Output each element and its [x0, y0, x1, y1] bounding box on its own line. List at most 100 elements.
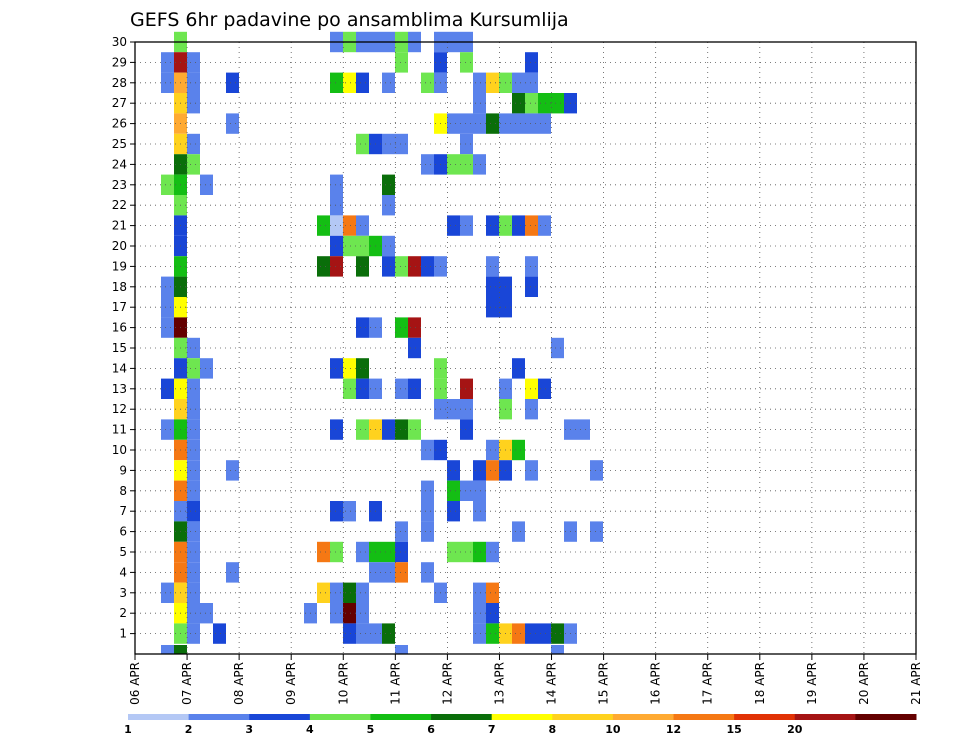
colorbar-swatch: [491, 714, 553, 720]
heatmap-cell: [187, 603, 200, 624]
heatmap-cell: [330, 419, 343, 440]
heatmap-cell: [473, 113, 486, 134]
heatmap-cell: [473, 582, 486, 603]
y-tick-label: 28: [112, 76, 127, 90]
y-tick-label: 3: [119, 586, 127, 600]
heatmap-cell: [200, 603, 213, 624]
heatmap-cell: [395, 419, 408, 440]
y-tick-label: 21: [112, 219, 127, 233]
heatmap-cell: [538, 215, 551, 236]
heatmap-cell: [512, 521, 525, 542]
heatmap-cell: [525, 460, 538, 481]
x-axis-ticks: 06 APR 07 APR 08 APR 09 APR 10 APR 11 APR 12 A…: [128, 654, 923, 705]
heatmap-cell: [512, 215, 525, 236]
heatmap-cell: [330, 603, 343, 624]
colorbar-label: 20: [787, 723, 803, 736]
heatmap-cell: [187, 133, 200, 155]
y-tick-label: 18: [112, 280, 127, 294]
heatmap-cell: [408, 256, 421, 277]
colorbar-label: 10: [605, 723, 621, 736]
y-tick-label: 9: [119, 463, 127, 477]
x-tick-label: 15 APR: [597, 662, 611, 705]
colorbar-swatch: [552, 714, 614, 720]
heatmap-cell: [356, 378, 369, 399]
heatmap-cell: [317, 256, 330, 277]
heatmap-cell: [317, 215, 330, 236]
heatmap-cell: [187, 582, 200, 603]
heatmap-cell: [473, 501, 486, 522]
heatmap-cell: [161, 317, 174, 338]
heatmap-cell: [382, 133, 395, 155]
heatmap-cell: [382, 72, 395, 93]
heatmap-cell: [525, 72, 538, 93]
heatmap-cell: [356, 603, 369, 624]
colorbar-swatch: [128, 714, 190, 720]
heatmap-cell: [161, 72, 174, 93]
heatmap-cell: [473, 480, 486, 501]
heatmap-cell: [382, 623, 395, 644]
heatmap-cell: [330, 256, 343, 277]
heatmap-cell: [551, 337, 564, 359]
y-tick-label: 10: [112, 443, 127, 457]
heatmap-cell: [525, 399, 538, 420]
heatmap-cell: [460, 52, 473, 73]
heatmap-cell: [421, 521, 434, 542]
heatmap-cell: [577, 419, 590, 440]
heatmap-cell: [447, 460, 460, 481]
heatmap-cell: [486, 439, 499, 461]
heatmap-cell: [187, 72, 200, 93]
heatmap-cell: [330, 195, 343, 216]
colorbar-label: 4: [306, 723, 314, 736]
heatmap-cell: [382, 235, 395, 257]
heatmap-cell: [447, 399, 460, 420]
heatmap-cell: [395, 378, 408, 399]
heatmap-cell: [486, 582, 499, 603]
heatmap-cell: [317, 541, 330, 563]
colorbar-label: 6: [427, 723, 435, 736]
x-tick-label: 10 APR: [336, 662, 350, 705]
heatmap-cell: [187, 93, 200, 114]
heatmap-cell: [187, 480, 200, 501]
heatmap-cell: [187, 460, 200, 481]
colorbar-swatch: [188, 714, 250, 720]
y-tick-label: 30: [112, 35, 127, 49]
colorbar-label: 1: [124, 723, 132, 736]
y-tick-label: 24: [112, 157, 127, 171]
heatmap-cell: [161, 419, 174, 440]
heatmap-cell: [187, 439, 200, 461]
colorbar-label: 3: [245, 723, 253, 736]
heatmap-cell: [343, 501, 356, 522]
heatmap-cell: [408, 378, 421, 399]
grid-lines: [135, 41, 916, 654]
heatmap-cell: [382, 419, 395, 440]
heatmap-cell: [473, 541, 486, 563]
heatmap-cell: [512, 623, 525, 644]
x-tick-label: 11 APR: [388, 662, 402, 705]
heatmap-cell: [187, 623, 200, 644]
heatmap-cell: [382, 562, 395, 583]
heatmap-cell: [395, 541, 408, 563]
heatmap-cell: [382, 541, 395, 563]
heatmap-cell: [317, 582, 330, 603]
heatmap-cell: [343, 215, 356, 236]
heatmap-cell: [161, 52, 174, 73]
heatmap-cell: [395, 256, 408, 277]
heatmap-cell: [538, 93, 551, 114]
heatmap-cell: [512, 439, 525, 461]
heatmap-cell: [382, 195, 395, 216]
heatmap-cell: [447, 215, 460, 236]
heatmap-cell: [174, 645, 187, 654]
heatmap-cell: [356, 256, 369, 277]
heatmap-cell: [343, 603, 356, 624]
colorbar-label: 12: [666, 723, 681, 736]
heatmap-cell: [356, 235, 369, 257]
heatmap-cell: [187, 378, 200, 399]
heatmap-cell: [356, 72, 369, 93]
y-tick-label: 23: [112, 178, 127, 192]
heatmap-cell: [330, 582, 343, 603]
heatmap-cell: [226, 460, 239, 481]
colorbar-label: 8: [548, 723, 556, 736]
heatmap-cell: [421, 480, 434, 501]
y-tick-label: 11: [112, 423, 127, 437]
heatmap-cell: [187, 358, 200, 379]
